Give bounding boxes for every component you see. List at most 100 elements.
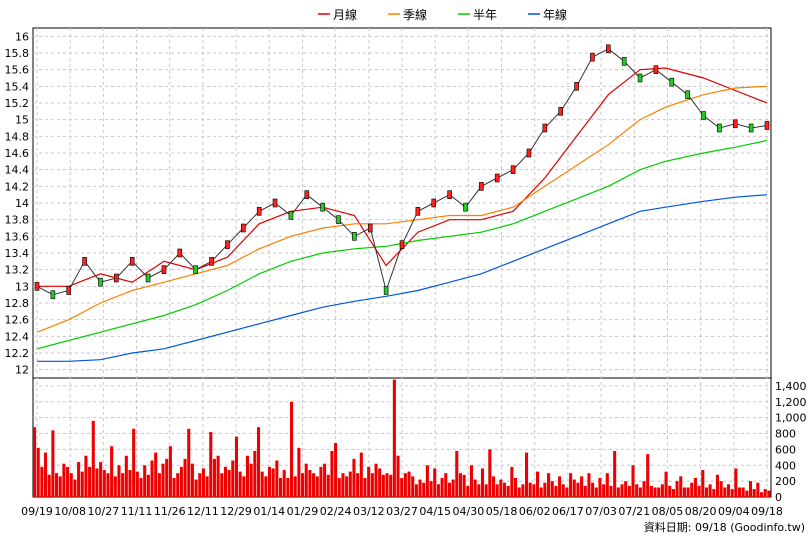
candle-marker bbox=[399, 240, 405, 249]
volume-tick-label: 400 bbox=[775, 459, 796, 472]
legend-label: 月線 bbox=[333, 7, 357, 22]
candle-marker bbox=[82, 257, 87, 266]
volume-bar bbox=[69, 473, 73, 497]
volume-bar bbox=[583, 485, 587, 497]
legend-label: 半年 bbox=[473, 8, 497, 22]
volume-bar bbox=[513, 477, 518, 497]
candle-marker bbox=[526, 148, 532, 158]
candle-marker bbox=[606, 44, 611, 54]
volume-bar bbox=[502, 482, 507, 497]
volume-bar bbox=[668, 485, 672, 497]
volume-bar bbox=[106, 473, 110, 497]
volume-bar bbox=[525, 452, 529, 497]
volume-bar bbox=[282, 470, 286, 497]
volume-bar bbox=[58, 476, 62, 497]
volume-bar bbox=[528, 482, 532, 497]
x-tick-label: 04/15 bbox=[419, 505, 451, 518]
volume-bar bbox=[337, 477, 341, 497]
volume-bar bbox=[345, 476, 349, 497]
volume-axis: 0 200 400 600 800 1,000 1,200 1,400 bbox=[775, 380, 807, 504]
volume-bar bbox=[734, 468, 738, 497]
volume-bar bbox=[176, 473, 180, 497]
volume-bar bbox=[216, 455, 220, 497]
volume-bar bbox=[447, 482, 451, 497]
volume-bar bbox=[539, 487, 543, 497]
volume-bar bbox=[752, 489, 756, 497]
volume-bar bbox=[157, 473, 161, 497]
candle-marker bbox=[209, 257, 214, 266]
volume-tick-label: 1,400 bbox=[775, 380, 807, 393]
volume-bar bbox=[201, 468, 205, 497]
volume-bar bbox=[275, 460, 279, 497]
volume-bar bbox=[150, 460, 154, 497]
volume-bar bbox=[433, 468, 437, 497]
volume-bar bbox=[293, 476, 297, 497]
volume-bar bbox=[40, 466, 44, 497]
x-tick-label: 01/14 bbox=[253, 505, 285, 518]
volume-bar bbox=[411, 476, 415, 497]
candle-marker bbox=[320, 202, 325, 212]
footer-note: 資料日期: 09/18 (Goodinfo.tw) bbox=[644, 520, 805, 534]
volume-bar bbox=[616, 487, 620, 497]
volume-bar bbox=[363, 477, 367, 497]
volume-bar bbox=[429, 481, 433, 497]
volume-bar bbox=[550, 481, 554, 497]
volume-bar bbox=[510, 466, 514, 497]
price-tick-label: 16 bbox=[15, 30, 29, 43]
volume-bar bbox=[385, 473, 389, 497]
volume-bar bbox=[198, 473, 202, 497]
x-tick-label: 03/27 bbox=[386, 505, 418, 518]
volume-bar bbox=[389, 474, 393, 497]
volume-bar bbox=[763, 489, 767, 497]
volume-bar bbox=[741, 487, 745, 497]
volume-tick-label: 800 bbox=[775, 428, 796, 441]
volume-bar bbox=[624, 481, 628, 497]
volume-bar bbox=[73, 479, 77, 497]
volume-bar bbox=[51, 430, 55, 497]
volume-bar bbox=[367, 466, 371, 497]
price-tick-label: 12.4 bbox=[5, 330, 30, 343]
volume-bar bbox=[466, 485, 470, 497]
candle-marker bbox=[66, 286, 72, 295]
volume-bar bbox=[110, 446, 114, 497]
x-tick-label: 05/18 bbox=[486, 505, 518, 518]
candle-marker bbox=[494, 173, 500, 183]
volume-bar bbox=[396, 455, 400, 497]
volume-bar bbox=[326, 474, 330, 497]
volume-bar bbox=[521, 484, 525, 497]
x-tick-label: 04/30 bbox=[453, 505, 485, 518]
x-tick-label: 09/04 bbox=[718, 505, 750, 518]
candle-marker bbox=[447, 190, 452, 199]
candle-marker bbox=[161, 265, 167, 274]
candle-marker bbox=[590, 52, 595, 62]
volume-bar bbox=[690, 482, 694, 497]
volume-bar bbox=[66, 466, 70, 497]
volume-bar bbox=[488, 449, 492, 497]
volume-bar bbox=[591, 482, 595, 497]
x-tick-label: 10/27 bbox=[88, 505, 120, 518]
volume-bar bbox=[154, 452, 158, 497]
volume-bar bbox=[631, 465, 635, 497]
volume-bar bbox=[55, 473, 59, 497]
volume-bar bbox=[194, 479, 198, 497]
volume-bar bbox=[256, 427, 261, 497]
volume-bar bbox=[356, 473, 360, 497]
volume-bar bbox=[660, 484, 664, 497]
volume-bar bbox=[715, 474, 719, 497]
legend: 月線 季線 半年 年線 bbox=[318, 7, 567, 22]
volume-bar bbox=[609, 485, 613, 497]
legend-label: 年線 bbox=[543, 7, 567, 22]
volume-bar bbox=[139, 477, 143, 497]
volume-bar bbox=[102, 470, 106, 497]
volume-bar bbox=[91, 420, 95, 497]
volume-bar bbox=[444, 473, 448, 497]
price-tick-label: 13.8 bbox=[5, 214, 30, 227]
volume-bar bbox=[561, 484, 565, 497]
volume-bar bbox=[348, 471, 352, 497]
price-tick-label: 14.6 bbox=[5, 147, 30, 160]
volume-bars bbox=[33, 379, 771, 497]
x-axis: 09/19 10/08 10/27 11/11 11/26 12/11 12/29 01/14… bbox=[21, 28, 783, 518]
volume-bar bbox=[44, 452, 48, 497]
volume-bar bbox=[536, 471, 540, 497]
volume-bar bbox=[491, 476, 496, 497]
